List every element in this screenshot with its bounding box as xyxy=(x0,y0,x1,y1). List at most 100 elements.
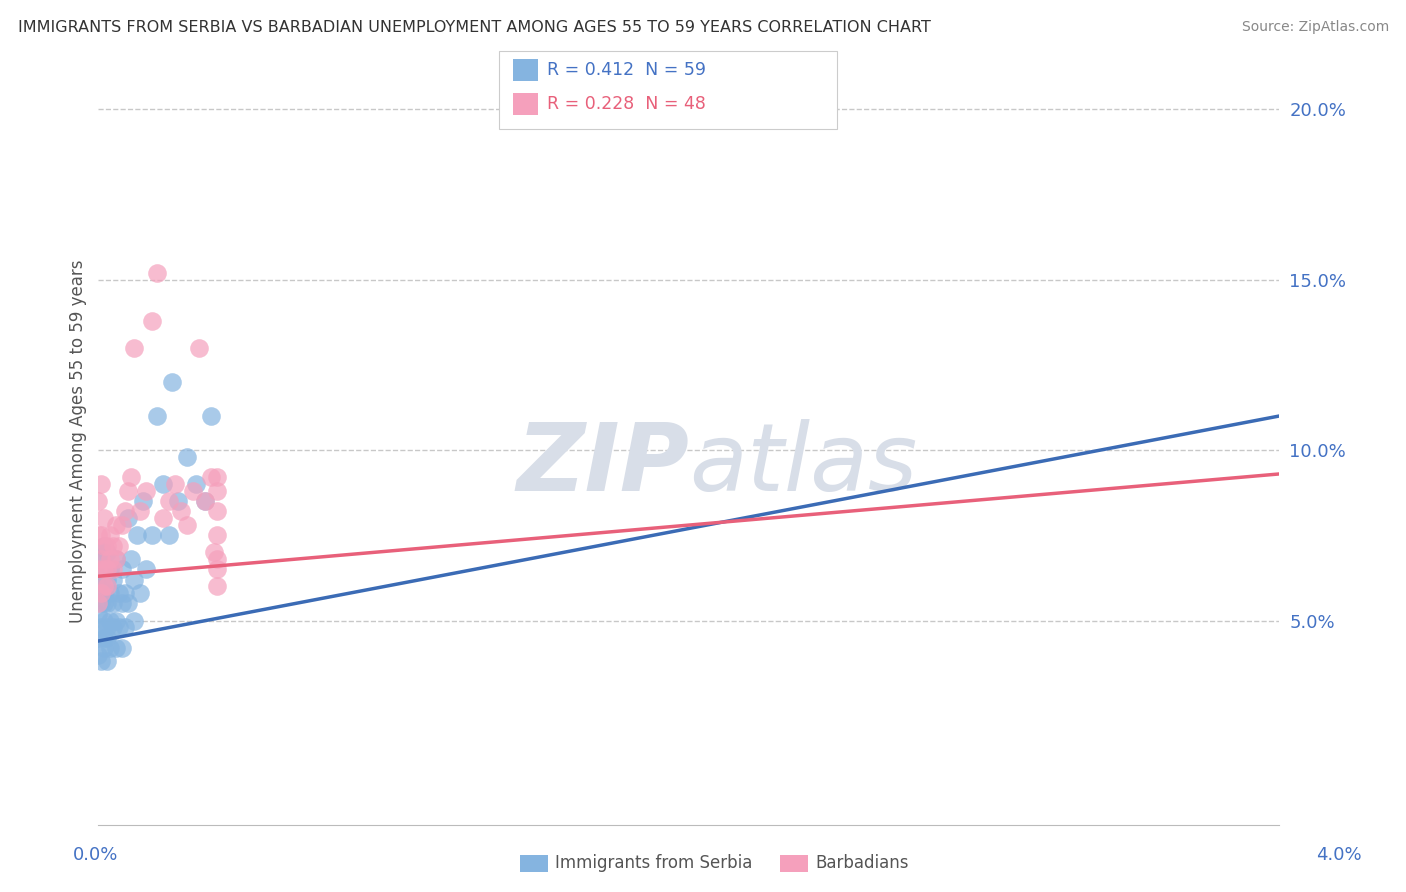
Point xyxy=(93,539,115,553)
Point xyxy=(205,552,228,566)
Text: Source: ZipAtlas.com: Source: ZipAtlas.com xyxy=(1241,20,1389,34)
Point xyxy=(87,597,110,611)
Point xyxy=(90,573,112,587)
Point xyxy=(125,528,148,542)
Point xyxy=(96,655,118,669)
Point xyxy=(90,545,112,559)
Point xyxy=(93,614,115,628)
Point xyxy=(108,586,131,600)
Point xyxy=(176,450,198,464)
Point xyxy=(117,483,139,498)
Point xyxy=(103,539,125,553)
Point xyxy=(87,648,110,662)
Point xyxy=(120,470,142,484)
Point xyxy=(105,614,128,628)
Point xyxy=(152,511,174,525)
Point xyxy=(167,494,190,508)
Point xyxy=(146,409,169,423)
Point xyxy=(96,597,118,611)
Point xyxy=(103,620,125,634)
Point xyxy=(205,562,228,576)
Point xyxy=(194,494,217,508)
Point xyxy=(157,528,180,542)
Point xyxy=(90,552,112,566)
Y-axis label: Unemployment Among Ages 55 to 59 years: Unemployment Among Ages 55 to 59 years xyxy=(69,260,87,624)
Point xyxy=(87,579,110,593)
Point xyxy=(146,266,169,280)
Point xyxy=(111,597,134,611)
Point xyxy=(141,528,163,542)
Point xyxy=(90,477,112,491)
Point xyxy=(93,586,115,600)
Point xyxy=(96,539,118,553)
Point xyxy=(141,313,163,327)
Point xyxy=(93,579,115,593)
Text: Immigrants from Serbia: Immigrants from Serbia xyxy=(555,855,752,872)
Point xyxy=(117,511,139,525)
Point xyxy=(184,477,207,491)
Text: atlas: atlas xyxy=(689,419,917,510)
Text: ZIP: ZIP xyxy=(516,418,689,510)
Point xyxy=(114,620,136,634)
Point xyxy=(87,552,110,566)
Text: 0.0%: 0.0% xyxy=(73,846,118,863)
Point xyxy=(90,620,112,634)
Point xyxy=(165,477,187,491)
Text: 4.0%: 4.0% xyxy=(1316,846,1361,863)
Point xyxy=(122,341,145,355)
Point xyxy=(90,597,112,611)
Point xyxy=(105,518,128,533)
Point xyxy=(103,597,125,611)
Point xyxy=(122,614,145,628)
Point xyxy=(105,552,128,566)
Point xyxy=(205,528,228,542)
Point xyxy=(98,614,121,628)
Point xyxy=(96,573,118,587)
Point xyxy=(117,597,139,611)
Point xyxy=(87,494,110,508)
Point xyxy=(170,504,193,518)
Point xyxy=(93,597,115,611)
Point xyxy=(98,528,121,542)
Point xyxy=(87,607,110,621)
Point xyxy=(93,511,115,525)
Point xyxy=(120,552,142,566)
Point xyxy=(90,586,112,600)
Point xyxy=(111,640,134,655)
Point xyxy=(205,470,228,484)
Point xyxy=(96,631,118,645)
Point xyxy=(98,562,121,576)
Point xyxy=(103,573,125,587)
Point xyxy=(157,494,180,508)
Point xyxy=(205,579,228,593)
Point xyxy=(93,640,115,655)
Point xyxy=(152,477,174,491)
Point xyxy=(96,579,118,593)
Point xyxy=(135,483,157,498)
Point xyxy=(90,655,112,669)
Point xyxy=(93,539,115,553)
Text: Barbadians: Barbadians xyxy=(815,855,910,872)
Point xyxy=(96,562,118,576)
Point xyxy=(96,545,118,559)
Point xyxy=(128,586,150,600)
Point xyxy=(105,640,128,655)
Point xyxy=(176,518,198,533)
Point xyxy=(98,640,121,655)
Point xyxy=(202,545,225,559)
Point xyxy=(122,573,145,587)
Point xyxy=(162,375,183,389)
Point xyxy=(87,528,110,542)
Point xyxy=(93,562,115,576)
Point xyxy=(103,562,125,576)
Point xyxy=(111,518,134,533)
Point xyxy=(93,562,115,576)
Text: IMMIGRANTS FROM SERBIA VS BARBADIAN UNEMPLOYMENT AMONG AGES 55 TO 59 YEARS CORRE: IMMIGRANTS FROM SERBIA VS BARBADIAN UNEM… xyxy=(18,20,931,35)
Text: R = 0.412  N = 59: R = 0.412 N = 59 xyxy=(547,61,706,79)
Point xyxy=(98,586,121,600)
Point xyxy=(87,631,110,645)
Point xyxy=(187,341,209,355)
Point xyxy=(108,539,131,553)
Point xyxy=(181,483,204,498)
Point xyxy=(132,494,155,508)
